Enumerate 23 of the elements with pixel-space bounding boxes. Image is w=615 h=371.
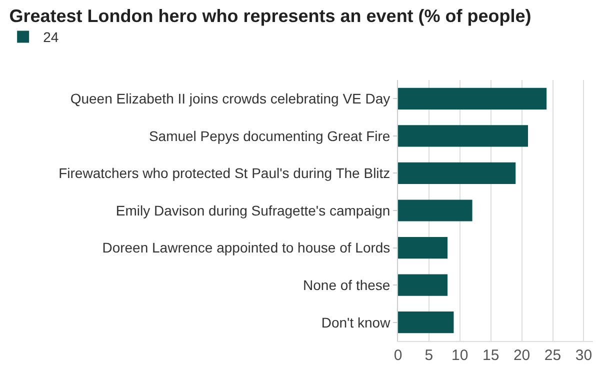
legend-label: 24 [43,29,59,46]
bar [398,274,448,296]
y-tick-label: Doreen Lawrence appointed to house of Lords [102,240,390,256]
bar [398,200,472,222]
bar [398,236,448,259]
y-tick-label: Emily Davison during Sufragette's campaign [116,202,390,218]
x-tick-label: 10 [452,347,468,364]
x-tick-label: 5 [424,347,434,364]
x-tick-label: 15 [482,347,500,364]
bar [398,125,528,147]
y-tick-label: Firewatchers who protected St Paul's during The Blitz [58,165,390,182]
bar [398,162,516,184]
x-tick-label: 0 [394,347,402,364]
x-tick-label: 30 [575,347,592,364]
chart-title: Greatest London hero who represents an event (% of people) [9,6,532,26]
y-tick-label: Samuel Pepys documenting Great Fire [148,128,390,144]
y-tick-label: Queen Elizabeth II joins crowds celebrating VE Day [70,90,390,107]
x-tick-label: 25 [544,347,562,364]
bar [398,88,547,110]
bar [398,312,454,334]
y-tick-label: None of these [303,276,390,293]
y-tick-label: Don't know [321,314,392,330]
x-tick-label: 20 [513,347,530,364]
